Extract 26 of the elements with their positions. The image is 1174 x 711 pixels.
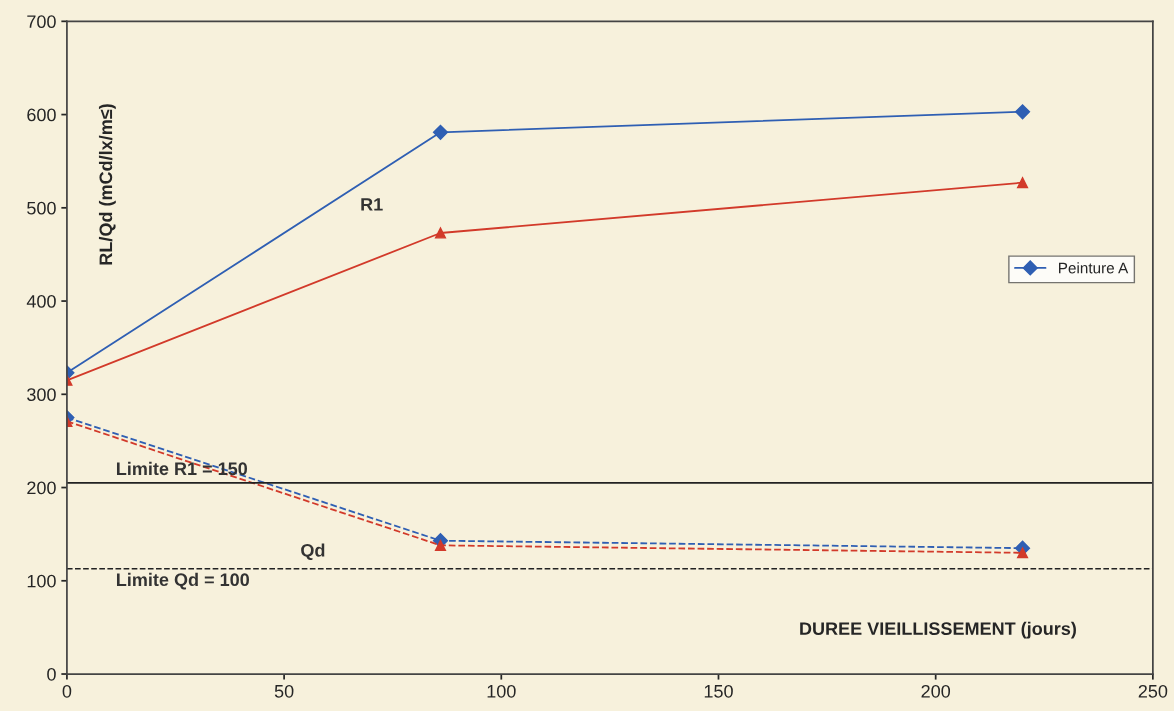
x-tick-label: 100 xyxy=(487,684,516,698)
y-tick-label: 0 xyxy=(47,667,56,681)
point xyxy=(434,539,447,551)
legend-label: Peinture A xyxy=(1059,262,1129,274)
annotation: Qd xyxy=(301,543,325,561)
point xyxy=(434,227,447,239)
x-tick-label: 0 xyxy=(62,684,72,698)
y-axis-title: RL/Qd (mCd/lx/m≤) xyxy=(98,104,116,265)
x-tick-label: 50 xyxy=(274,684,294,698)
point xyxy=(1016,177,1029,189)
annotation: Limite Qd = 100 xyxy=(116,572,250,590)
point xyxy=(1014,104,1031,120)
x-axis-title: DUREE VIEILLISSEMENT (jours) xyxy=(800,621,1076,639)
x-tick-label: 150 xyxy=(704,684,733,698)
y-tick-label: 200 xyxy=(27,481,56,495)
y-tick-label: 400 xyxy=(26,294,56,308)
annotation: R1 xyxy=(361,198,383,211)
y-tick-label: 600 xyxy=(27,108,56,122)
point xyxy=(432,124,449,140)
y-tick-label: 700 xyxy=(27,15,56,29)
x-tick-label: 200 xyxy=(921,684,951,698)
point xyxy=(1016,547,1029,559)
y-tick-label: 100 xyxy=(27,574,56,588)
y-tick-label: 300 xyxy=(27,388,56,402)
x-tick-label: 250 xyxy=(1138,684,1168,698)
y-tick-label: 500 xyxy=(27,201,56,215)
